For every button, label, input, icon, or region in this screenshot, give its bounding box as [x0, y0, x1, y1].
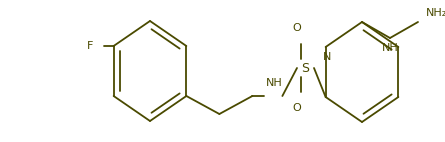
Text: F: F — [87, 41, 93, 51]
Text: NH: NH — [382, 43, 398, 53]
Text: S: S — [301, 61, 309, 75]
Text: NH₂: NH₂ — [426, 8, 445, 18]
Text: NH: NH — [266, 78, 283, 88]
Text: N: N — [323, 52, 331, 62]
Text: O: O — [293, 103, 301, 113]
Text: O: O — [293, 23, 301, 33]
